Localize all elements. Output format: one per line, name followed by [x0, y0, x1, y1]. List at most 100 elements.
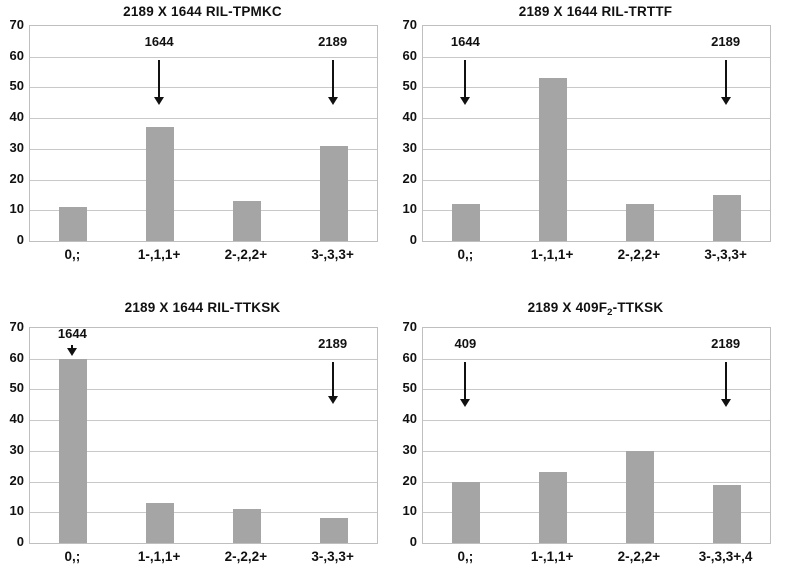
gridline — [30, 512, 377, 514]
chart-title-text: -TTKSK — [612, 300, 664, 315]
x-axis-category-label: 1-,1,1+ — [137, 247, 181, 262]
y-axis-tick-label: 70 — [402, 319, 417, 334]
y-axis-tick-label: 40 — [402, 109, 417, 125]
bar — [232, 201, 261, 241]
y-axis-tick-label: 70 — [402, 17, 417, 32]
gridline — [30, 481, 377, 483]
chart-title: 2189 X 1644 RIL-TTKSK — [29, 300, 376, 315]
gridline — [423, 179, 770, 181]
gridline — [30, 389, 377, 391]
chart-title-text: 2189 X 409F — [527, 300, 608, 315]
gridline — [30, 358, 377, 360]
gridline — [30, 56, 377, 58]
arrow-shaft — [158, 60, 161, 98]
arrow-head — [327, 96, 338, 105]
y-axis-tick-label: 60 — [9, 47, 24, 63]
gridline — [423, 512, 770, 514]
y-axis-tick-label: 20 — [402, 170, 417, 186]
x-axis-category-label: 3-,3,3+ — [311, 247, 354, 262]
chart-panel-3: 2189 X 1644 RIL-TTKSK 0 10 20 30 40 50 60 70 0,; 1… — [0, 284, 393, 568]
y-axis-tick-label: 40 — [402, 411, 417, 427]
gridline — [30, 420, 377, 422]
x-axis-category-label: 0,; — [457, 549, 474, 564]
plot-area — [29, 327, 378, 544]
y-axis-tick-label: 0 — [16, 232, 24, 247]
arrow-shaft — [464, 60, 467, 98]
y-axis-tick-label: 70 — [9, 17, 24, 32]
arrow-shaft — [331, 362, 334, 397]
y-axis-tick-label: 50 — [402, 78, 417, 94]
gridline — [423, 118, 770, 120]
x-axis-category-label: 2-,2,2+ — [617, 247, 661, 262]
annotation-label: 1644 — [57, 325, 87, 341]
arrow-shaft — [464, 362, 467, 400]
y-axis-tick-label: 20 — [402, 472, 417, 488]
bar — [59, 207, 88, 241]
arrow-shaft — [71, 344, 74, 349]
arrow-head — [327, 395, 338, 404]
bar — [452, 481, 481, 543]
y-axis-tick-label: 0 — [409, 232, 417, 247]
chart-title-subscript: 2 — [607, 307, 613, 318]
gridline — [30, 179, 377, 181]
y-axis-tick-label: 10 — [402, 503, 417, 519]
plot-area — [422, 25, 771, 242]
x-axis-category-label: 2-,2,2+ — [617, 549, 661, 564]
arrow-head — [720, 398, 731, 407]
y-axis-tick-label: 0 — [16, 534, 24, 549]
y-axis-tick-label: 50 — [9, 78, 24, 94]
y-axis-tick-label: 70 — [9, 319, 24, 334]
chart-title: 2189 X 1644 RIL-TPMKC — [29, 4, 376, 19]
arrow-shaft — [724, 60, 727, 98]
x-axis-category-label: 0,; — [457, 247, 474, 262]
y-axis-tick-label: 30 — [402, 441, 417, 457]
y-axis-tick-label: 30 — [9, 139, 24, 155]
annotation-label: 409 — [454, 335, 477, 351]
x-axis-category-label: 0,; — [64, 247, 81, 262]
bar — [319, 518, 348, 543]
gridline — [423, 450, 770, 452]
gridline — [423, 87, 770, 89]
gridline — [423, 148, 770, 150]
y-axis-tick-label: 20 — [9, 170, 24, 186]
y-axis-tick-label: 20 — [9, 472, 24, 488]
bar — [625, 450, 654, 543]
x-axis-category-label: 2-,2,2+ — [224, 247, 268, 262]
annotation-label: 2189 — [711, 33, 741, 49]
chart-title-text: 2189 X 1644 RIL-TRTTF — [518, 4, 673, 19]
x-axis-category-label: 3-,3,3+,4 — [698, 549, 753, 564]
y-axis-tick-label: 30 — [9, 441, 24, 457]
arrow-head — [460, 96, 471, 105]
bar — [712, 484, 741, 543]
y-axis-tick-label: 50 — [9, 380, 24, 396]
gridline — [30, 118, 377, 120]
bar — [146, 503, 175, 543]
y-axis-tick-label: 60 — [402, 47, 417, 63]
gridline — [423, 389, 770, 391]
y-axis-tick-label: 30 — [402, 139, 417, 155]
plot-area — [422, 327, 771, 544]
gridline — [30, 87, 377, 89]
x-axis-category-label: 3-,3,3+ — [311, 549, 354, 564]
y-axis-tick-label: 0 — [409, 534, 417, 549]
bar — [539, 78, 568, 241]
bar — [319, 145, 348, 241]
plot-area — [29, 25, 378, 242]
bar — [539, 472, 568, 543]
arrow-head — [460, 398, 471, 407]
bar — [232, 509, 261, 543]
y-axis-tick-label: 10 — [9, 201, 24, 217]
gridline — [423, 210, 770, 212]
chart-panel-4: 2189 X 409F2-TTKSK 0 10 20 30 40 50 60 70 0,; 1-,1… — [393, 284, 787, 568]
annotation-label: 2189 — [318, 335, 348, 351]
arrow-head — [154, 96, 165, 105]
arrow-head — [720, 96, 731, 105]
arrow-shaft — [724, 362, 727, 400]
y-axis-tick-label: 50 — [402, 380, 417, 396]
gridline — [423, 420, 770, 422]
x-axis-category-label: 1-,1,1+ — [530, 247, 574, 262]
y-axis-tick-label: 60 — [9, 349, 24, 365]
annotation-label: 2189 — [318, 33, 348, 49]
gridline — [30, 148, 377, 150]
gridline — [423, 358, 770, 360]
